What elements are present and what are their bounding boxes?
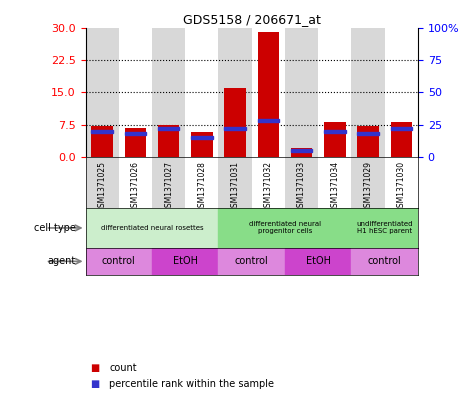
Bar [252,157,285,208]
Text: differentiated neural rosettes: differentiated neural rosettes [101,225,203,231]
Bar [152,248,218,275]
Text: undifferentiated
H1 hESC parent: undifferentiated H1 hESC parent [357,221,413,235]
Bar [318,28,352,157]
Bar [158,125,180,157]
Text: agent: agent [48,256,76,266]
Text: cell type: cell type [34,223,76,233]
Text: GSM1371026: GSM1371026 [131,161,140,212]
Bar [257,32,279,157]
Bar [185,157,218,208]
Text: GSM1371025: GSM1371025 [98,161,106,212]
Text: ■: ■ [90,364,99,373]
Bar [390,127,412,130]
Bar [291,148,313,157]
Bar [218,208,352,248]
Bar [185,28,218,157]
Bar [357,126,379,157]
Bar [285,28,318,157]
Bar [324,130,346,133]
Bar [86,248,152,275]
Bar [390,122,412,157]
Bar [224,127,246,130]
Bar [152,28,185,157]
Text: GSM1371030: GSM1371030 [397,161,406,212]
Text: GSM1371031: GSM1371031 [231,161,239,212]
Text: control: control [368,256,402,266]
Bar [119,157,152,208]
Bar [218,157,252,208]
Text: GSM1371027: GSM1371027 [164,161,173,212]
Bar [352,248,418,275]
Bar [191,136,213,139]
Text: GSM1371034: GSM1371034 [331,161,339,212]
Bar [124,132,146,135]
Bar [324,122,346,157]
Bar [252,28,285,157]
Text: GSM1371032: GSM1371032 [264,161,273,212]
Bar [224,88,246,157]
Bar [352,28,385,157]
Bar [86,157,119,208]
Bar [285,157,318,208]
Text: count: count [109,364,137,373]
Text: EtOH: EtOH [306,256,331,266]
Text: differentiated neural
progenitor cells: differentiated neural progenitor cells [249,221,321,235]
Bar [291,149,313,152]
Text: ■: ■ [90,379,99,389]
Bar [91,126,113,157]
Bar [352,157,385,208]
Bar [191,132,213,157]
Bar [357,132,379,135]
Bar [119,28,152,157]
Text: control: control [235,256,269,266]
Bar [257,119,279,122]
Text: GSM1371028: GSM1371028 [198,161,206,212]
Bar [385,157,418,208]
Title: GDS5158 / 206671_at: GDS5158 / 206671_at [183,13,321,26]
Text: EtOH: EtOH [173,256,198,266]
Bar [86,28,119,157]
Bar [318,157,352,208]
Text: percentile rank within the sample: percentile rank within the sample [109,379,274,389]
Text: GSM1371033: GSM1371033 [297,161,306,212]
Text: control: control [102,256,136,266]
Text: GSM1371029: GSM1371029 [364,161,372,212]
Bar [86,208,218,248]
Bar [91,130,113,133]
Bar [152,157,185,208]
Bar [218,28,252,157]
Bar [285,248,352,275]
Bar [218,248,285,275]
Bar [124,128,146,157]
Bar [385,28,418,157]
Bar [158,127,180,130]
Bar [352,208,418,248]
